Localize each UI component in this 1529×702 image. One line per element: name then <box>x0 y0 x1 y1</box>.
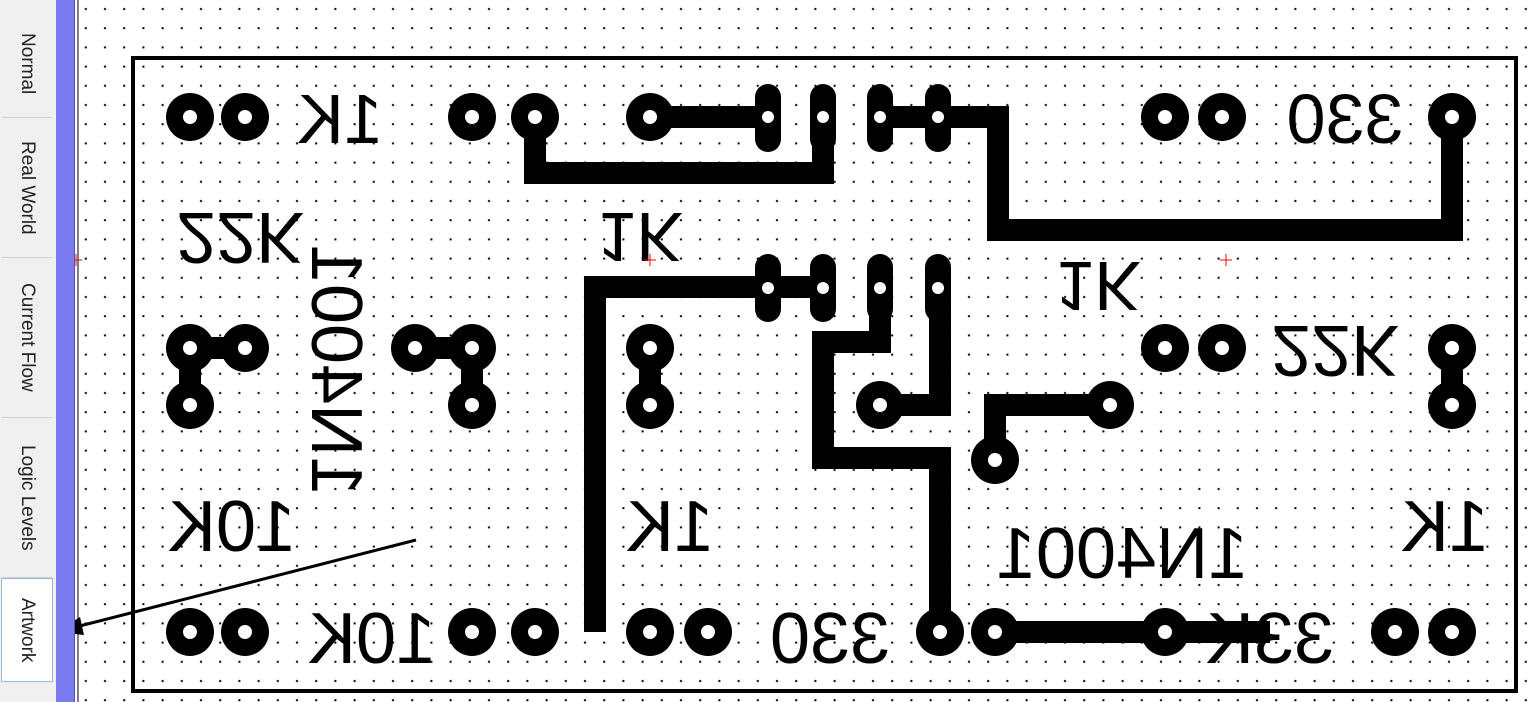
label-r1-top-left: 1K <box>297 80 383 158</box>
pad-hole-5 <box>1158 110 1172 124</box>
pad-hole-27 <box>643 625 657 639</box>
pad-hole-30 <box>988 625 1002 639</box>
pad-hole-8 <box>183 341 197 355</box>
pad-hole-33 <box>1445 625 1459 639</box>
pad-hole-0 <box>183 110 197 124</box>
label-r10-bottom-left: 10K <box>308 599 436 679</box>
tab-current-flow-label: Current Flow <box>17 283 38 392</box>
tab-artwork[interactable]: Artwork <box>1 578 53 682</box>
tab-logic-levels-label: Logic Levels <box>17 444 38 551</box>
pad-hole-32 <box>1388 625 1402 639</box>
trace-center-to-bottom <box>812 283 951 632</box>
pad-hole-18 <box>643 398 657 412</box>
tab-normal[interactable]: Normal <box>2 10 52 118</box>
pad-hole-24 <box>238 625 252 639</box>
label-r2-top-right: 330 <box>1287 80 1404 158</box>
pad-hole-16 <box>183 398 197 412</box>
tab-real-world[interactable]: Real World <box>2 118 52 258</box>
pad-hole-6 <box>1215 110 1229 124</box>
label-r11-bottom-center: 330 <box>770 599 890 679</box>
component-labels: 1K 330 22K 1N4001 1K 1K 22K 10K 1K 1N400… <box>168 80 1489 679</box>
pad-hole-15 <box>1445 341 1459 355</box>
pad-hole-26 <box>528 625 542 639</box>
label-d2-horizontal: 1N4001 <box>996 514 1248 594</box>
label-r4-center: 1K <box>597 198 683 276</box>
label-r8-center: 1K <box>626 487 714 567</box>
pad-hole-12 <box>643 341 657 355</box>
trace-left-vertical <box>584 276 823 632</box>
panel-splitter[interactable] <box>56 0 75 702</box>
label-r6-right: 22K <box>1271 310 1399 390</box>
component-pads <box>166 93 1476 656</box>
label-r5-right: 1K <box>1055 247 1141 325</box>
label-r12-bottom-right: 33K <box>1206 599 1334 679</box>
pad-hole-22 <box>988 453 1002 467</box>
board-outline <box>131 56 1518 693</box>
view-tab-strip: Normal Real World Current Flow Logic Lev… <box>0 0 57 702</box>
pad-hole-4 <box>643 110 657 124</box>
pad-hole-3 <box>528 110 542 124</box>
origin-markers <box>75 254 1232 266</box>
pad-hole-9 <box>238 341 252 355</box>
ic-pad-holes <box>762 111 944 294</box>
pad-hole-17 <box>465 398 479 412</box>
pad-hole-10 <box>408 341 422 355</box>
pad-hole-28 <box>701 625 715 639</box>
pad-hole-1 <box>238 110 252 124</box>
tab-logic-levels[interactable]: Logic Levels <box>2 418 52 578</box>
annotation-arrow <box>75 538 417 635</box>
pcb-artwork-canvas[interactable]: 1K 330 22K 1N4001 1K 1K 22K 10K 1K 1N400… <box>75 0 1529 702</box>
pad-hole-19 <box>873 398 887 412</box>
pad-hole-31 <box>1158 625 1172 639</box>
pad-hole-29 <box>933 625 947 639</box>
pad-hole-21 <box>1445 398 1459 412</box>
tab-real-world-label: Real World <box>17 140 38 235</box>
pad-hole-11 <box>465 341 479 355</box>
pad-hole-13 <box>1158 341 1172 355</box>
pad-hole-23 <box>183 625 197 639</box>
pad-hole-20 <box>1103 398 1117 412</box>
pad-hole-25 <box>465 625 479 639</box>
pad-hole-7 <box>1445 110 1459 124</box>
label-r9-right: 1K <box>1401 487 1489 567</box>
tab-current-flow[interactable]: Current Flow <box>2 258 52 418</box>
tab-normal-label: Normal <box>17 32 38 95</box>
tab-artwork-label: Artwork <box>17 597 38 663</box>
label-d1-vertical: 1N4001 <box>296 244 376 496</box>
label-r7-left: 10K <box>168 487 296 567</box>
pad-hole-2 <box>465 110 479 124</box>
grid-background <box>75 0 1529 702</box>
label-r3-left: 22K <box>176 197 304 277</box>
trace-top-right <box>885 106 1463 241</box>
pad-hole-14 <box>1215 341 1229 355</box>
